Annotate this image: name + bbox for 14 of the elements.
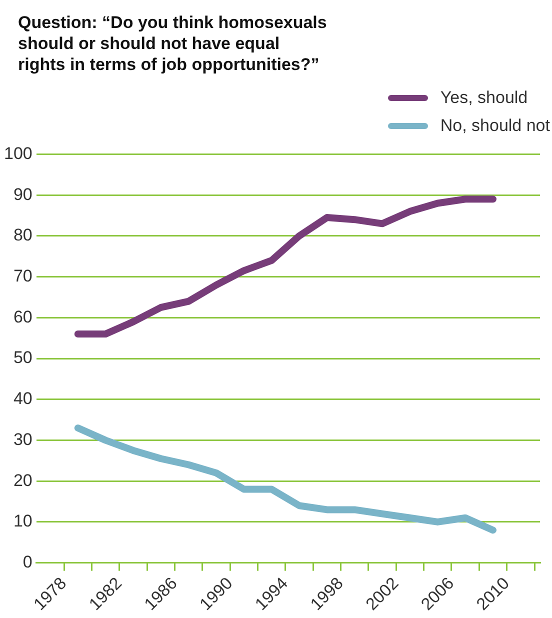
y-tick-label: 70 <box>13 266 32 286</box>
y-tick-label: 100 <box>4 144 32 163</box>
y-tick-label: 0 <box>22 552 32 572</box>
y-tick-label: 90 <box>13 184 32 204</box>
legend-label: Yes, should <box>440 88 528 108</box>
y-tick-label: 10 <box>13 512 32 531</box>
y-tick-label: 60 <box>13 307 32 326</box>
y-tick-label: 80 <box>13 226 32 245</box>
y-tick-label: 50 <box>13 348 32 368</box>
y-tick-label: 40 <box>13 389 32 408</box>
y-tick-label: 30 <box>13 430 32 449</box>
y-tick-label: 20 <box>13 470 32 490</box>
legend-label: No, should not <box>440 116 550 136</box>
chart-title: Question: “Do you think homosexuals should or should not have equal rights in terms of job opportunities?” <box>18 12 328 75</box>
